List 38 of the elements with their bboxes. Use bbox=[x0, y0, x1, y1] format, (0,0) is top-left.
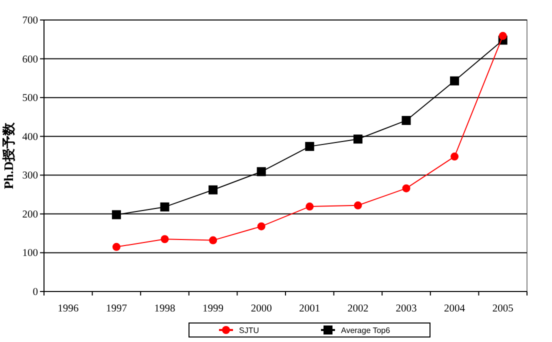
y-tick-label: 500 bbox=[22, 93, 38, 104]
point bbox=[208, 185, 218, 194]
x-tick-label: 2002 bbox=[347, 304, 368, 314]
y-tick-label: 600 bbox=[22, 54, 38, 66]
x-tick-label: 1999 bbox=[202, 304, 224, 314]
point bbox=[305, 142, 314, 151]
x-tick-label: 2004 bbox=[444, 304, 466, 314]
y-tick-label: 100 bbox=[22, 248, 38, 260]
x-tick-label: 2005 bbox=[492, 304, 514, 314]
legend-label: SJTU bbox=[239, 326, 260, 335]
point bbox=[160, 235, 169, 244]
point bbox=[450, 152, 459, 161]
y-tick-label: 400 bbox=[22, 132, 38, 143]
point bbox=[112, 242, 120, 251]
x-tick-label: 1998 bbox=[154, 304, 176, 314]
point bbox=[450, 76, 460, 86]
x-tick-label: 2001 bbox=[299, 304, 320, 314]
point bbox=[498, 32, 507, 40]
x-tick-label: 1996 bbox=[58, 304, 79, 314]
y-tick-label: 0 bbox=[32, 287, 38, 298]
point bbox=[402, 116, 411, 125]
point bbox=[306, 202, 314, 211]
x-tick-label: 2000 bbox=[250, 304, 272, 314]
point bbox=[257, 222, 266, 230]
point bbox=[354, 201, 362, 210]
y-axis-title: Ph.D授予数 bbox=[1, 121, 16, 190]
point bbox=[353, 134, 362, 144]
point bbox=[112, 210, 121, 220]
point bbox=[402, 184, 410, 192]
legend-label: Average Top6 bbox=[341, 326, 391, 335]
point bbox=[209, 236, 218, 244]
point bbox=[256, 167, 266, 176]
x-tick-label: 2003 bbox=[396, 304, 417, 314]
y-tick-label: 300 bbox=[22, 170, 38, 182]
y-tick-label: 700 bbox=[22, 16, 38, 26]
y-tick-label: 200 bbox=[22, 209, 38, 220]
x-tick-label: 1997 bbox=[106, 304, 127, 314]
point bbox=[160, 202, 170, 212]
